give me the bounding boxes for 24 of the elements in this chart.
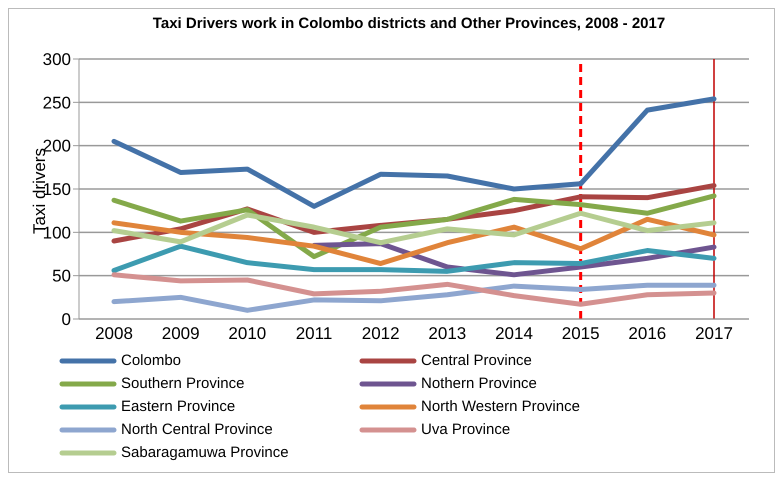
y-tick-label: 50 [52, 266, 71, 286]
x-tick-label: 2011 [296, 324, 332, 344]
legend-label: Nothern Province [421, 375, 537, 392]
legend-label: Eastern Province [121, 398, 236, 415]
x-tick-label: 2015 [562, 324, 600, 344]
y-tick-label: 250 [42, 93, 71, 112]
chart-title: Taxi Drivers work in Colombo districts and Other Provinces, 2008 - 2017 [152, 15, 666, 32]
y-tick-label: 300 [42, 50, 71, 70]
legend-label: Uva Province [421, 421, 510, 438]
legend-label: Southern Province [121, 375, 244, 392]
x-tick-label: 2014 [495, 324, 533, 344]
x-tick-label: 2010 [228, 324, 266, 344]
legend-label: Sabaragamuwa Province [121, 444, 289, 461]
legend-label: Colombo [121, 352, 182, 369]
y-tick-label: 0 [62, 310, 71, 330]
x-tick-label: 2008 [95, 324, 133, 344]
legend-label: North Central Province [121, 421, 273, 438]
x-tick-label: 2016 [628, 324, 666, 344]
x-tick-label: 2012 [362, 324, 400, 344]
legend-label: North Western Province [421, 398, 580, 415]
legend-label: Central Province [421, 352, 532, 369]
x-tick-label: 2013 [428, 324, 466, 344]
x-tick-label: 2017 [695, 324, 733, 344]
x-tick-label: 2009 [162, 324, 200, 344]
